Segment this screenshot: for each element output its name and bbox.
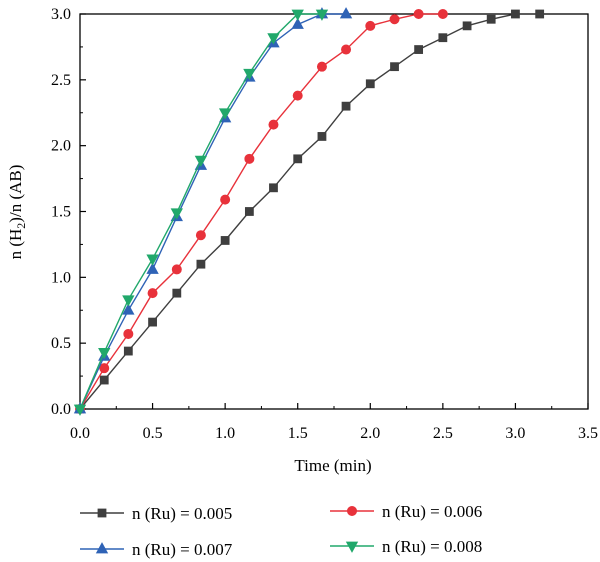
y-tick-label: 0.0 bbox=[51, 401, 71, 418]
data-point bbox=[462, 21, 472, 31]
x-tick-label: 2.5 bbox=[433, 425, 453, 442]
x-axis: 0.0 0.5 1.0 1.5 2.0 2.5 3.0 3.5 bbox=[70, 403, 598, 442]
legend-item: n (Ru) = 0.007 bbox=[80, 540, 233, 559]
legend-item: n (Ru) = 0.005 bbox=[80, 504, 232, 523]
legend-marker bbox=[97, 508, 107, 518]
legend-label: n (Ru) = 0.006 bbox=[382, 502, 482, 521]
data-point bbox=[244, 153, 255, 164]
data-point bbox=[292, 90, 303, 101]
series-layer bbox=[73, 7, 545, 416]
x-tick-label: 3.0 bbox=[505, 425, 525, 442]
data-point bbox=[146, 262, 159, 274]
data-point bbox=[437, 8, 448, 19]
data-point bbox=[148, 317, 157, 327]
y-tick-label: 0.5 bbox=[51, 335, 71, 352]
legend-label: n (Ru) = 0.008 bbox=[382, 537, 482, 556]
legend-marker bbox=[345, 541, 359, 553]
series-line bbox=[79, 13, 346, 410]
data-point bbox=[243, 68, 256, 81]
data-point bbox=[341, 101, 351, 111]
data-point bbox=[365, 20, 376, 31]
y-tick-label: 3.0 bbox=[51, 6, 71, 23]
y-tick-label: 1.0 bbox=[51, 269, 71, 286]
data-point bbox=[291, 17, 304, 29]
data-point bbox=[339, 7, 353, 19]
data-point bbox=[218, 108, 232, 120]
y-tick-label: 1.5 bbox=[51, 204, 71, 221]
data-point bbox=[99, 363, 110, 374]
data-point bbox=[413, 8, 424, 19]
x-tick-label: 3.5 bbox=[578, 425, 598, 442]
data-point bbox=[172, 288, 182, 298]
data-point bbox=[341, 44, 352, 55]
x-axis-label: Time (min) bbox=[294, 456, 371, 475]
y-axis-label-subscript: 2 bbox=[14, 223, 28, 229]
series-4 bbox=[73, 9, 329, 416]
data-point bbox=[291, 9, 304, 21]
data-point bbox=[195, 230, 206, 241]
data-point bbox=[293, 154, 303, 164]
data-point bbox=[122, 303, 135, 315]
data-point bbox=[269, 183, 278, 193]
legend: n (Ru) = 0.005 n (Ru) = 0.006 n (Ru) = 0.0… bbox=[80, 502, 482, 559]
data-point bbox=[511, 9, 520, 19]
data-point bbox=[390, 62, 399, 72]
data-point bbox=[268, 119, 279, 130]
data-point bbox=[317, 132, 327, 141]
data-point bbox=[196, 259, 206, 269]
data-point bbox=[99, 375, 109, 385]
series-line bbox=[79, 13, 540, 410]
data-point bbox=[315, 9, 329, 21]
legend-item: n (Ru) = 0.006 bbox=[330, 502, 482, 521]
x-tick-label: 2.0 bbox=[360, 425, 380, 442]
data-point bbox=[123, 328, 134, 339]
plot-border bbox=[79, 13, 589, 410]
y-axis-label-part-1: n (H bbox=[6, 229, 25, 260]
data-point bbox=[73, 404, 87, 416]
data-point bbox=[123, 346, 133, 356]
data-point bbox=[316, 61, 327, 72]
y-tick-label: 2.0 bbox=[51, 138, 71, 155]
plot-frame bbox=[79, 13, 589, 410]
series-line bbox=[79, 13, 443, 410]
legend-label: n (Ru) = 0.007 bbox=[132, 540, 233, 559]
data-point bbox=[171, 264, 182, 275]
y-axis-label-part-2: )/n (AB) bbox=[6, 165, 25, 223]
y-tick-label: 2.5 bbox=[51, 72, 71, 89]
x-tick-label: 0.0 bbox=[70, 425, 90, 442]
legend-marker bbox=[95, 542, 109, 554]
data-point bbox=[244, 207, 254, 216]
data-point bbox=[438, 33, 448, 43]
x-tick-label: 0.5 bbox=[143, 425, 163, 442]
x-tick-label: 1.0 bbox=[215, 425, 235, 442]
y-axis-label: n (H2)/n (AB) bbox=[6, 165, 28, 260]
legend-marker bbox=[346, 505, 357, 516]
data-point bbox=[220, 194, 231, 205]
data-point bbox=[486, 14, 496, 24]
data-point bbox=[122, 295, 135, 307]
y-axis: 0.0 0.5 1.0 1.5 2.0 2.5 3.0 bbox=[51, 6, 86, 418]
series-1 bbox=[75, 9, 545, 414]
x-tick-label: 1.5 bbox=[288, 425, 308, 442]
data-point bbox=[147, 288, 158, 299]
data-point bbox=[267, 33, 280, 45]
data-point bbox=[220, 236, 230, 245]
data-point bbox=[194, 155, 208, 167]
data-point bbox=[98, 347, 111, 360]
data-point bbox=[389, 14, 400, 25]
data-point bbox=[146, 254, 159, 266]
series-line bbox=[79, 13, 322, 410]
data-point bbox=[535, 9, 545, 19]
data-point bbox=[414, 45, 424, 54]
data-point bbox=[365, 79, 375, 89]
legend-label: n (Ru) = 0.005 bbox=[132, 504, 232, 523]
legend-item: n (Ru) = 0.008 bbox=[330, 537, 482, 556]
data-point bbox=[170, 208, 183, 220]
